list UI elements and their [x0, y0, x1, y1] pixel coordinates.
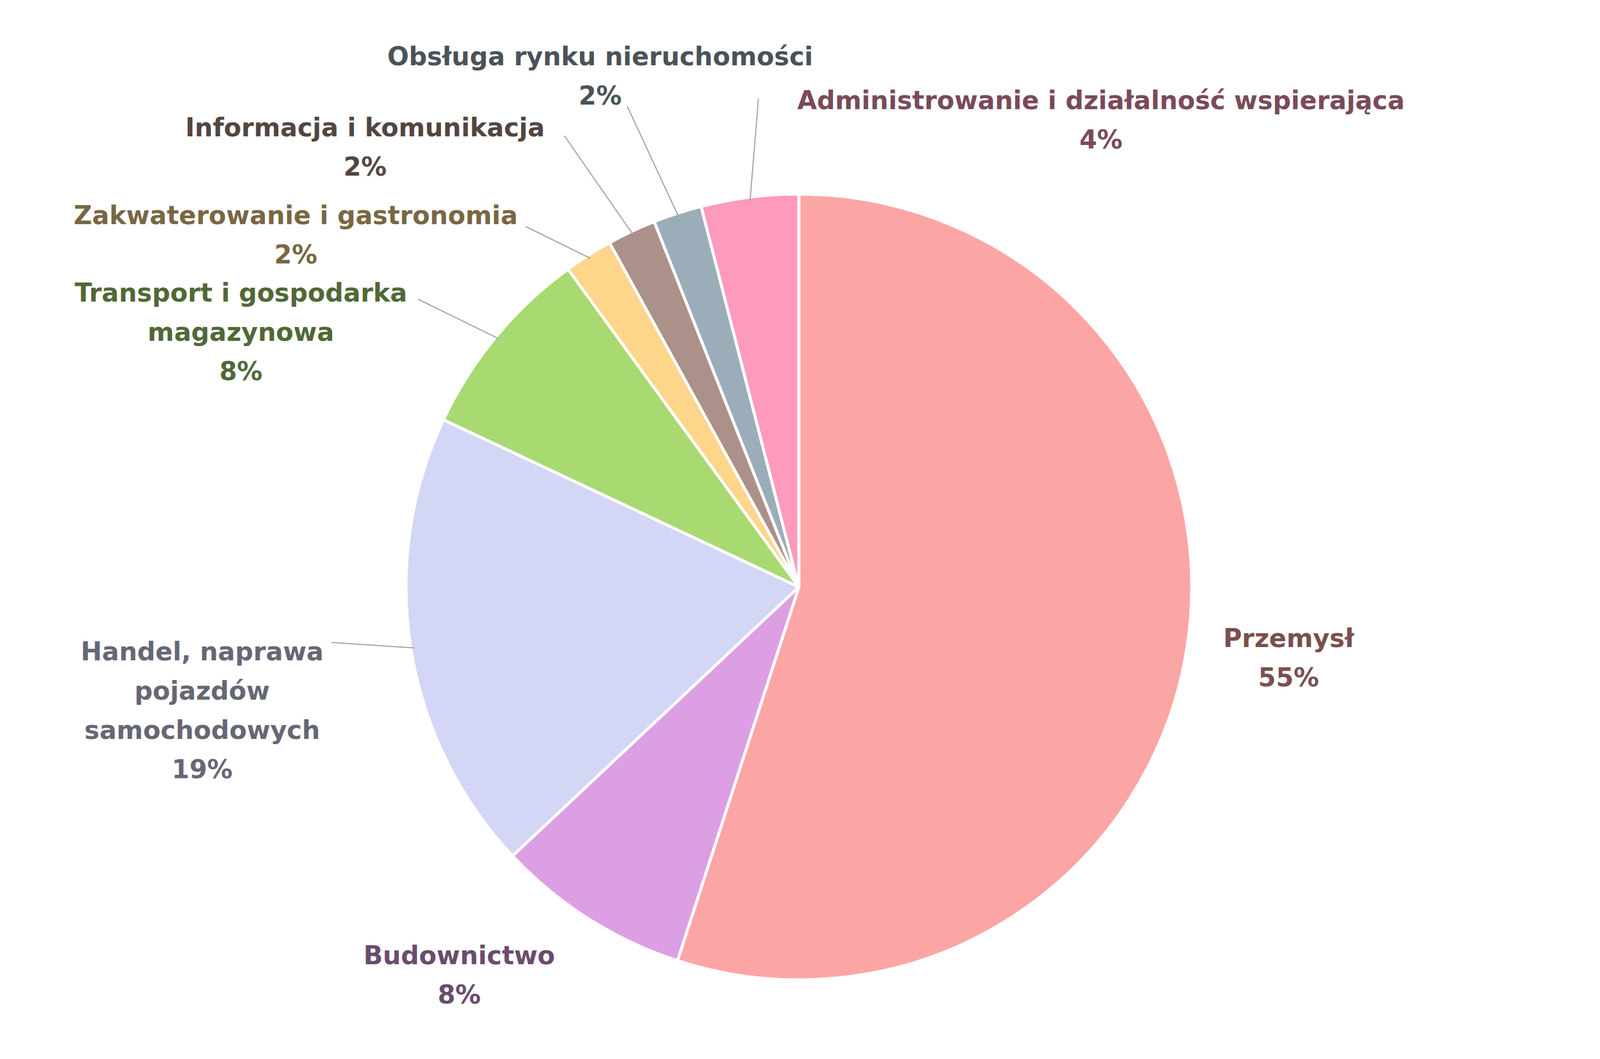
- pie-slice: [701, 194, 799, 587]
- leader-line: [627, 106, 679, 217]
- value-label: 8%: [219, 356, 263, 386]
- slice-label: Informacja i komunikacja: [185, 112, 546, 143]
- leader-line: [418, 299, 500, 339]
- slice-label: Budownictwo: [363, 940, 556, 970]
- slice-label: Obsługa rynku nieruchomości: [387, 41, 813, 72]
- slice-label: Zakwaterowanie i gastronomia: [73, 200, 519, 230]
- pie-chart: Przemysł 55% Budownictwo 8% Handel, naprawap…: [0, 0, 1600, 1059]
- value-label: 19%: [171, 754, 233, 784]
- leader-line: [331, 642, 415, 648]
- leader-line: [564, 135, 634, 235]
- value-label: 55%: [1258, 662, 1319, 692]
- slice-label: Administrowanie i działalność wspierając…: [797, 85, 1405, 115]
- chart-container: Przemysł 55% Budownictwo 8% Handel, naprawap…: [0, 0, 1600, 1059]
- value-label: 2%: [274, 239, 318, 270]
- leader-line: [525, 226, 591, 259]
- slice-label: Handel, naprawapojazdówsamochodowych: [80, 636, 325, 745]
- value-label: 2%: [343, 151, 388, 182]
- slice-label: Przemysł: [1223, 623, 1356, 653]
- value-label: 8%: [437, 979, 482, 1010]
- slices: [406, 194, 1192, 980]
- leader-line: [750, 98, 759, 201]
- slice-label: Transport i gospodarkamagazynowa: [74, 277, 408, 347]
- labels: Przemysł 55% Budownictwo 8% Handel, naprawap…: [73, 41, 1405, 1010]
- value-label: 2%: [578, 80, 623, 111]
- value-label: 4%: [1079, 124, 1123, 155]
- leader-lines: [331, 98, 759, 648]
